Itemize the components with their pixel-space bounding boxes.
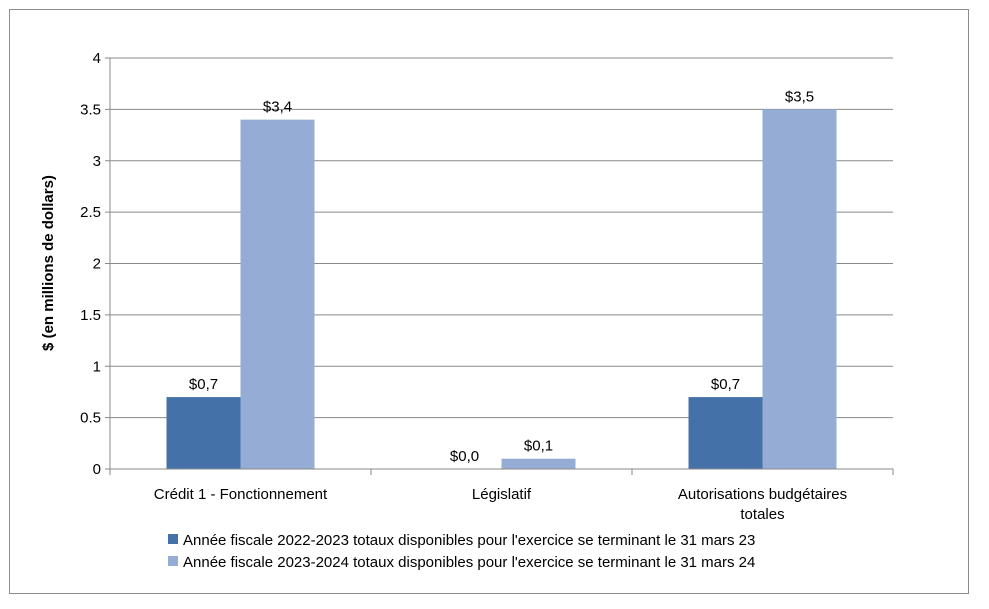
legend-swatch [168, 534, 178, 544]
data-label: $3,4 [263, 99, 292, 116]
data-label: $0,1 [524, 438, 553, 455]
legend-swatch [168, 556, 178, 566]
legend-label: Année fiscale 2022-2023 totaux disponibl… [183, 532, 755, 549]
bar [688, 397, 763, 469]
bar [501, 458, 576, 469]
y-axis: 0 0.5 1 1.5 2 2.5 3 3.5 4 [80, 50, 111, 478]
y-tick-label: 3.5 [80, 101, 101, 118]
bar [240, 119, 315, 470]
y-tick-label: 0.5 [80, 410, 101, 427]
bars: $0,7 $3,4 $0,0 $0,1 $0,7 $3,5 [166, 88, 837, 470]
y-tick-label: 4 [93, 50, 101, 67]
x-axis: Crédit 1 - Fonctionnement Législatif Autor… [109, 468, 894, 523]
category-label: Autorisations budgétaires [678, 486, 847, 503]
y-tick-label: 1.5 [80, 307, 101, 324]
bar [762, 109, 837, 469]
y-tick-label: 3 [93, 153, 101, 170]
y-axis-title: $ (en millions de dollars) [40, 175, 57, 351]
category-label: totales [740, 506, 784, 523]
data-label: $3,5 [785, 88, 814, 105]
data-label: $0,7 [189, 376, 218, 393]
y-tick-label: 1 [93, 358, 101, 375]
data-label: $0,7 [711, 376, 740, 393]
category-label: Crédit 1 - Fonctionnement [154, 486, 328, 503]
category-label: Législatif [472, 486, 532, 503]
data-label: $0,0 [450, 448, 479, 465]
legend: Année fiscale 2022-2023 totaux disponibl… [168, 532, 755, 571]
y-tick-label: 2 [93, 256, 101, 273]
y-tick-label: 2.5 [80, 204, 101, 221]
y-tick-label: 0 [93, 461, 101, 478]
bar [166, 397, 241, 469]
legend-label: Année fiscale 2023-2024 totaux disponibl… [183, 554, 755, 571]
